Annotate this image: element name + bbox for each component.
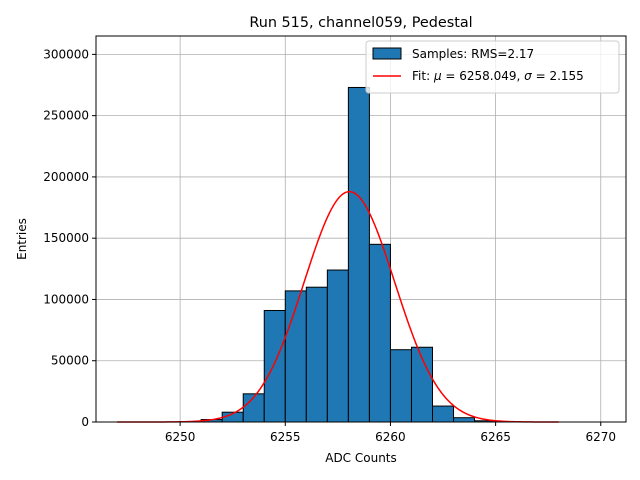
histogram-bar bbox=[389, 349, 412, 423]
legend-histogram-swatch bbox=[372, 47, 402, 60]
y-tick-label: 250000 bbox=[43, 109, 89, 123]
x-axis-ticks: 6250 6255 6260 6265 6270 bbox=[165, 422, 616, 444]
legend-fit-prefix: Fit: bbox=[412, 69, 434, 83]
histogram-bar bbox=[368, 243, 391, 423]
legend-fit-mu-symbol: μ bbox=[433, 69, 442, 83]
y-tick-label: 200000 bbox=[43, 170, 89, 184]
x-tick-label: 6265 bbox=[480, 430, 511, 444]
legend-fit-sigma-value: = 2.155 bbox=[532, 69, 584, 83]
y-tick-label: 100000 bbox=[43, 292, 89, 306]
x-axis-label: ADC Counts bbox=[325, 451, 397, 465]
y-tick-label: 150000 bbox=[43, 231, 89, 245]
histogram-bar bbox=[284, 290, 307, 423]
histogram-bar bbox=[326, 269, 349, 423]
y-tick-label: 50000 bbox=[51, 354, 89, 368]
histogram-bar bbox=[453, 417, 476, 423]
x-tick-label: 6250 bbox=[165, 430, 196, 444]
histogram-bar bbox=[263, 309, 286, 423]
histogram-bars bbox=[200, 86, 497, 423]
legend-fit-label: Fit: μ = 6258.049, σ = 2.155 bbox=[412, 69, 584, 83]
legend-fit-mu-value: = 6258.049, bbox=[442, 69, 525, 83]
x-tick-label: 6260 bbox=[375, 430, 406, 444]
legend-fit-sigma-symbol: σ bbox=[524, 69, 532, 83]
histogram-bar bbox=[305, 286, 328, 423]
legend-frame bbox=[365, 40, 620, 94]
chart-title: Run 515, channel059, Pedestal bbox=[249, 15, 472, 31]
y-tick-label: 300000 bbox=[43, 47, 89, 61]
histogram-bar bbox=[432, 405, 455, 423]
histogram-bar bbox=[347, 86, 370, 423]
x-tick-label: 6270 bbox=[585, 430, 616, 444]
y-axis-ticks: 0 50000 100000 150000 200000 250000 300000 bbox=[43, 47, 96, 429]
y-tick-label: 0 bbox=[81, 415, 89, 429]
axes-frame bbox=[95, 35, 627, 423]
y-axis-label: Entries bbox=[15, 218, 29, 260]
x-tick-label: 6255 bbox=[270, 430, 301, 444]
legend: Samples: RMS=2.17 Fit: μ = 6258.049, σ =… bbox=[365, 40, 620, 94]
legend-histogram-label: Samples: RMS=2.17 bbox=[412, 47, 534, 61]
